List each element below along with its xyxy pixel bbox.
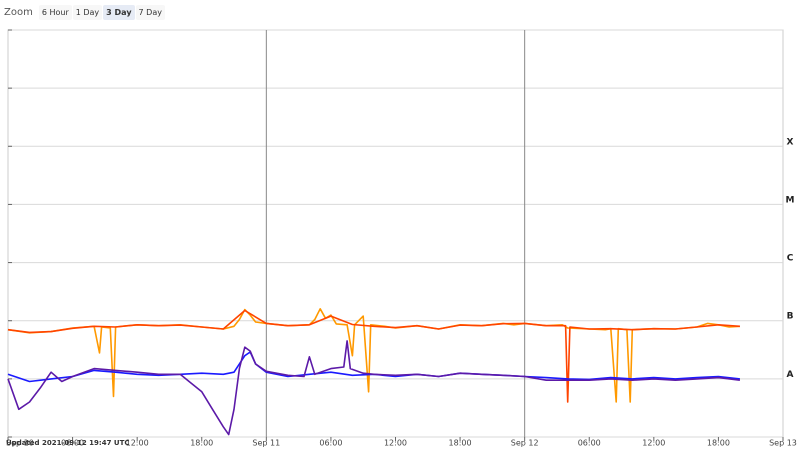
x-tick-label: 06:00: [61, 439, 84, 448]
x-tick-label: Sep 12: [511, 439, 539, 448]
zoom-3-day-button[interactable]: 3 Day: [103, 4, 135, 20]
x-tick-label: 12:00: [126, 439, 149, 448]
series-line-2: [7, 351, 740, 383]
series-line-0: [7, 307, 740, 403]
zoom-1-day-button[interactable]: 1 Day: [72, 4, 103, 20]
flare-class-label-b: B: [787, 312, 794, 322]
x-tick-label: 18:00: [707, 439, 730, 448]
updated-timestamp: Updated 2021-09-12 19:47 UTC: [6, 439, 130, 447]
zoom-label: Zoom: [4, 6, 33, 18]
x-tick-label: 18:00: [449, 439, 472, 448]
x-tick-label: 12:00: [384, 439, 407, 448]
x-tick-label: 06:00: [578, 439, 601, 448]
zoom-6-hour-button[interactable]: 6 Hour: [38, 4, 72, 20]
x-tick-label: 18:00: [190, 439, 213, 448]
x-tick-label: Sep 10: [6, 439, 34, 448]
x-tick-label: Sep 11: [252, 439, 280, 448]
series-line-3: [7, 340, 740, 436]
flare-class-label-c: C: [787, 254, 794, 264]
zoom-7-day-button[interactable]: 7 Day: [135, 4, 165, 20]
flare-class-label-a: A: [787, 370, 794, 380]
x-tick-label: 12:00: [642, 439, 665, 448]
x-tick-label: 06:00: [319, 439, 342, 448]
flare-class-label-m: M: [786, 195, 795, 205]
zoom-bar: Zoom 6 Hour 1 Day 3 Day 7 Day: [4, 3, 166, 21]
flare-class-label-x: X: [787, 137, 794, 147]
series-line-1: [7, 309, 740, 403]
x-tick-label: Sep 13: [769, 439, 797, 448]
